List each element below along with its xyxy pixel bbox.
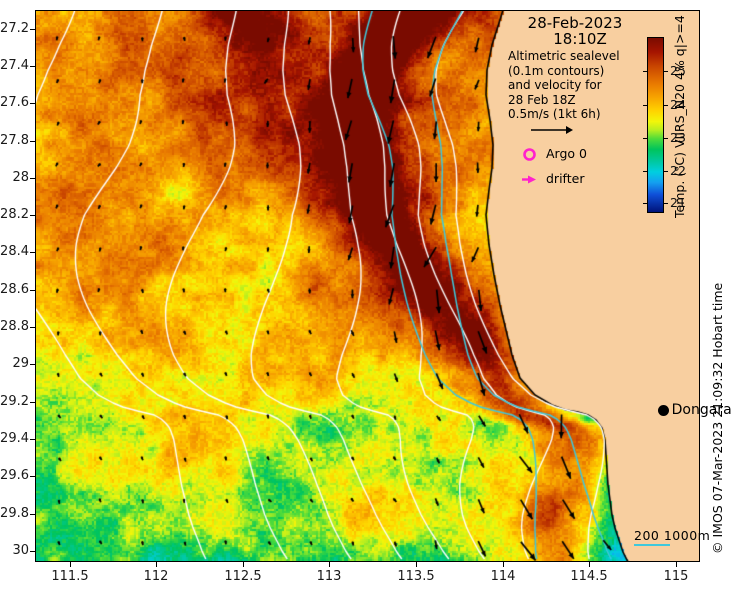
colorbar-tick-mark: [664, 170, 668, 172]
x-tick-mark: [503, 562, 504, 567]
y-tick-label: 28.4: [0, 244, 29, 259]
argo-circle-icon: [522, 147, 542, 163]
y-tick-label: 27.8: [0, 133, 29, 148]
legend-label-argo: Argo 0: [546, 146, 587, 162]
colorbar: 25 24 23 22 21: [643, 37, 686, 213]
x-tick-mark: [329, 562, 330, 567]
drifter-arrow-icon: [522, 172, 542, 188]
x-tick-mark: [70, 562, 71, 567]
observation-time: 18:10Z: [553, 29, 607, 48]
y-tick-mark: [30, 141, 35, 142]
x-tick-mark: [156, 562, 157, 567]
y-tick-mark: [30, 364, 35, 365]
colorbar-tick-label: 23: [670, 130, 686, 146]
depth-legend-line: [634, 544, 670, 546]
y-tick-mark: [30, 66, 35, 67]
colorbar-gradient: [647, 37, 664, 213]
colorbar-title-text: Temp. (°C) VIIRS_N20 4% q|>=4: [672, 15, 687, 218]
y-tick-label: 28.6: [0, 282, 29, 297]
colorbar-tick-label: 24: [670, 96, 686, 112]
y-tick-label: 28: [12, 170, 29, 185]
y-tick-label: 27.4: [0, 58, 29, 73]
x-tick-mark: [676, 562, 677, 567]
y-tick-label: 29.6: [0, 468, 29, 483]
x-tick-label: 114: [490, 569, 516, 584]
colorbar-tick-label: 21: [670, 195, 686, 211]
y-tick-mark: [30, 29, 35, 30]
colorbar-tick-mark: [664, 138, 668, 140]
colorbar-tick-label: 22: [670, 162, 686, 178]
x-tick-label: 113: [316, 569, 342, 584]
y-tick-label: 29: [12, 356, 29, 371]
y-tick-mark: [30, 215, 35, 216]
y-tick-mark: [30, 476, 35, 477]
velocity-scale-arrow-icon: [531, 125, 573, 134]
x-tick-mark: [589, 562, 590, 567]
observation-date: 28-Feb-2023: [527, 14, 623, 32]
legend-item-argo: Argo 0: [500, 147, 650, 163]
y-tick-label: 29.2: [0, 394, 29, 409]
x-tick-mark: [416, 562, 417, 567]
place-marker-label: Dongara: [671, 401, 732, 418]
y-tick-mark: [30, 252, 35, 253]
colorbar-tick-mark-left: [643, 71, 647, 73]
sst-raster-pane: [36, 11, 699, 561]
plot-background: [35, 10, 700, 562]
colorbar-tick-mark-left: [643, 203, 647, 205]
y-tick-mark: [30, 514, 35, 515]
header-line-2: and velocity for: [508, 78, 602, 92]
y-tick-label: 28.8: [0, 319, 29, 334]
y-tick-label: 27.2: [0, 21, 29, 36]
sst-heatmap-canvas: [36, 11, 699, 561]
legend-label-drifter: drifter: [546, 171, 585, 187]
x-tick-label: 114.5: [570, 569, 608, 584]
x-tick-label: 112: [143, 569, 169, 584]
colorbar-tick-mark-left: [643, 170, 647, 172]
place-marker-dot: [658, 405, 670, 417]
y-tick-mark: [30, 178, 35, 179]
x-tick-mark: [243, 562, 244, 567]
colorbar-tick-mark-left: [643, 104, 647, 106]
x-tick-label: 111.5: [51, 569, 89, 584]
colorbar-tick-mark-left: [643, 138, 647, 140]
y-tick-label: 29.8: [0, 506, 29, 521]
y-tick-label: 29.4: [0, 431, 29, 446]
y-tick-label: 27.6: [0, 95, 29, 110]
depth-legend-label: 200 1000m: [634, 528, 711, 543]
x-tick-label: 115: [663, 569, 689, 584]
annotation-header: 28-Feb-2023 18:10Z Altimetric sealevel (…: [500, 16, 650, 188]
y-tick-mark: [30, 439, 35, 440]
y-tick-label: 30: [12, 543, 29, 558]
y-tick-mark: [30, 402, 35, 403]
colorbar-tick-mark: [664, 104, 668, 106]
colorbar-title: Temp. (°C) VIIRS_N20 4% q|>=4: [668, 15, 690, 218]
y-tick-mark: [30, 290, 35, 291]
depth-contour-legend: 200 1000m: [634, 528, 711, 546]
y-tick-label: 28.2: [0, 207, 29, 222]
colorbar-tick-label: 25: [670, 63, 686, 79]
velocity-scale-arrow-row: [500, 124, 650, 138]
header-line-0: Altimetric sealevel: [508, 49, 620, 63]
y-tick-mark: [30, 551, 35, 552]
x-tick-label: 113.5: [397, 569, 435, 584]
y-tick-mark: [30, 327, 35, 328]
header-line-1: (0.1m contours): [508, 63, 605, 78]
header-line-3: 28 Feb 18Z: [508, 92, 576, 107]
x-tick-label: 112.5: [224, 569, 262, 584]
colorbar-tick-mark: [664, 203, 668, 205]
header-line-4: 0.5m/s (1kt 6h): [508, 107, 601, 121]
colorbar-tick-mark: [664, 71, 668, 73]
legend-item-drifter: drifter: [500, 172, 650, 188]
y-tick-mark: [30, 103, 35, 104]
